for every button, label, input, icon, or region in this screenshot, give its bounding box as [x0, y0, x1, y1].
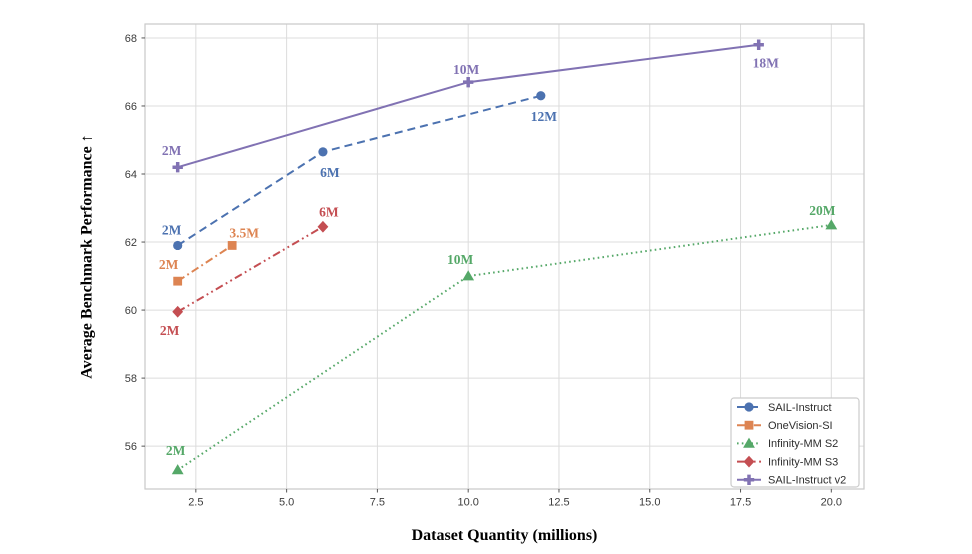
annotation-sail-instruct-v2-10m: 10M: [453, 62, 480, 77]
data-point-infinity-mm-s2-10m: [462, 270, 475, 281]
legend-label-infinity-mm-s2: Infinity-MM S2: [768, 438, 838, 450]
x-tick-label: 17.5: [730, 497, 751, 509]
annotation-infinity-mm-s3-6m: 6M: [319, 205, 339, 220]
annotation-sail-instruct-v2-2m: 2M: [162, 143, 182, 158]
legend-item-sail-instruct: SAIL-Instruct: [737, 402, 832, 414]
legend-box: [730, 397, 860, 488]
data-point-sail-instruct-v2-10m: [462, 76, 474, 88]
legend-item-onevision-si: OneVision-SI: [737, 420, 833, 432]
annotation-infinity-mm-s2-2m: 2M: [166, 443, 186, 458]
x-tick-label: 10.0: [457, 497, 478, 509]
data-point-sail-instruct-2m: [173, 240, 183, 251]
legend: SAIL-Instruct OneVision-SI Infinity-MM S2 I…: [730, 397, 860, 488]
data-point-sail-instruct-12m: [536, 91, 546, 101]
x-tick-label: 12.5: [548, 497, 569, 509]
y-axis-label: Average Benchmark Performance ↑: [78, 134, 96, 379]
data-point-sail-instruct-v2-18m: [753, 39, 764, 50]
series-line-sail-instruct: [177, 94, 542, 247]
x-tick-label: 2.5: [188, 497, 203, 509]
legend-marker-sail-instruct-v2: [743, 474, 755, 485]
data-point-sail-instruct-6m: [318, 147, 328, 157]
x-tick-label: 20.0: [821, 497, 842, 509]
annotation-infinity-mm-s2-20m: 20M: [809, 203, 836, 218]
legend-label-sail-instruct-v2: SAIL-Instruct v2: [768, 475, 846, 487]
legend-marker-sail-instruct: [744, 402, 754, 412]
series-line-infinity-mm-s3: [177, 225, 324, 313]
data-point-onevision-si-2m: [173, 276, 183, 286]
y-tick-label: 58: [125, 373, 137, 385]
legend-marker-infinity-mm-s2: [743, 437, 755, 448]
series-sail-instruct: [177, 94, 542, 247]
data-point-sail-instruct-v2-2m: [172, 162, 183, 173]
data-point-infinity-mm-s2-20m: [825, 219, 838, 230]
axes-ticks: 2.5 5.0 7.5 10.0 12.5 15.0 17.5 20.0 56 58 60 62 64 6…: [125, 33, 842, 509]
gridlines: [145, 24, 864, 489]
series-infinity-mm-s3: [177, 225, 324, 313]
x-tick-label: 7.5: [370, 497, 385, 509]
y-tick-label: 56: [125, 441, 137, 453]
x-axis-label: Dataset Quantity (millions): [411, 527, 598, 544]
series-line-infinity-mm-s2: [177, 224, 832, 471]
annotation-onevision-si-2m: 2M: [159, 257, 179, 272]
data-point-onevision-si-3-5m: [227, 241, 237, 250]
y-tick-label: 62: [125, 237, 137, 249]
y-tick-label: 66: [125, 101, 137, 113]
legend-item-infinity-mm-s3: Infinity-MM S3: [737, 455, 838, 468]
legend-label-sail-instruct: SAIL-Instruct: [768, 402, 832, 414]
legend-item-infinity-mm-s2: Infinity-MM S2: [737, 437, 838, 450]
data-point-infinity-mm-s3-6m: [317, 220, 329, 233]
y-tick-label: 60: [125, 305, 137, 317]
plot-border: [144, 23, 865, 490]
legend-marker-onevision-si: [744, 420, 754, 430]
annotation-sail-instruct-6m: 6M: [320, 165, 340, 180]
annotation-infinity-mm-s3-2m: 2M: [160, 323, 180, 338]
x-tick-label: 15.0: [639, 497, 660, 509]
series-line-onevision-si: [177, 244, 233, 283]
annotation-onevision-si-3-5m: 3.5M: [229, 225, 259, 240]
legend-marker-infinity-mm-s3: [743, 455, 755, 468]
x-tick-label: 5.0: [279, 497, 294, 509]
series-infinity-mm-s2: [177, 224, 832, 471]
legend-item-sail-instruct-v2: SAIL-Instruct v2: [737, 474, 846, 487]
legend-label-onevision-si: OneVision-SI: [768, 420, 833, 432]
data-point-infinity-mm-s3-2m: [172, 305, 184, 318]
annotation-sail-instruct-12m: 12M: [531, 109, 558, 124]
legend-label-infinity-mm-s3: Infinity-MM S3: [768, 456, 838, 468]
annotation-sail-instruct-v2-18m: 18M: [753, 56, 780, 71]
annotation-sail-instruct-2m: 2M: [162, 222, 182, 237]
data-point-infinity-mm-s2-2m: [171, 464, 184, 475]
y-tick-label: 68: [125, 33, 137, 45]
y-tick-label: 64: [125, 169, 137, 181]
series-onevision-si: [177, 244, 233, 283]
annotation-infinity-mm-s2-10m: 10M: [447, 252, 474, 267]
